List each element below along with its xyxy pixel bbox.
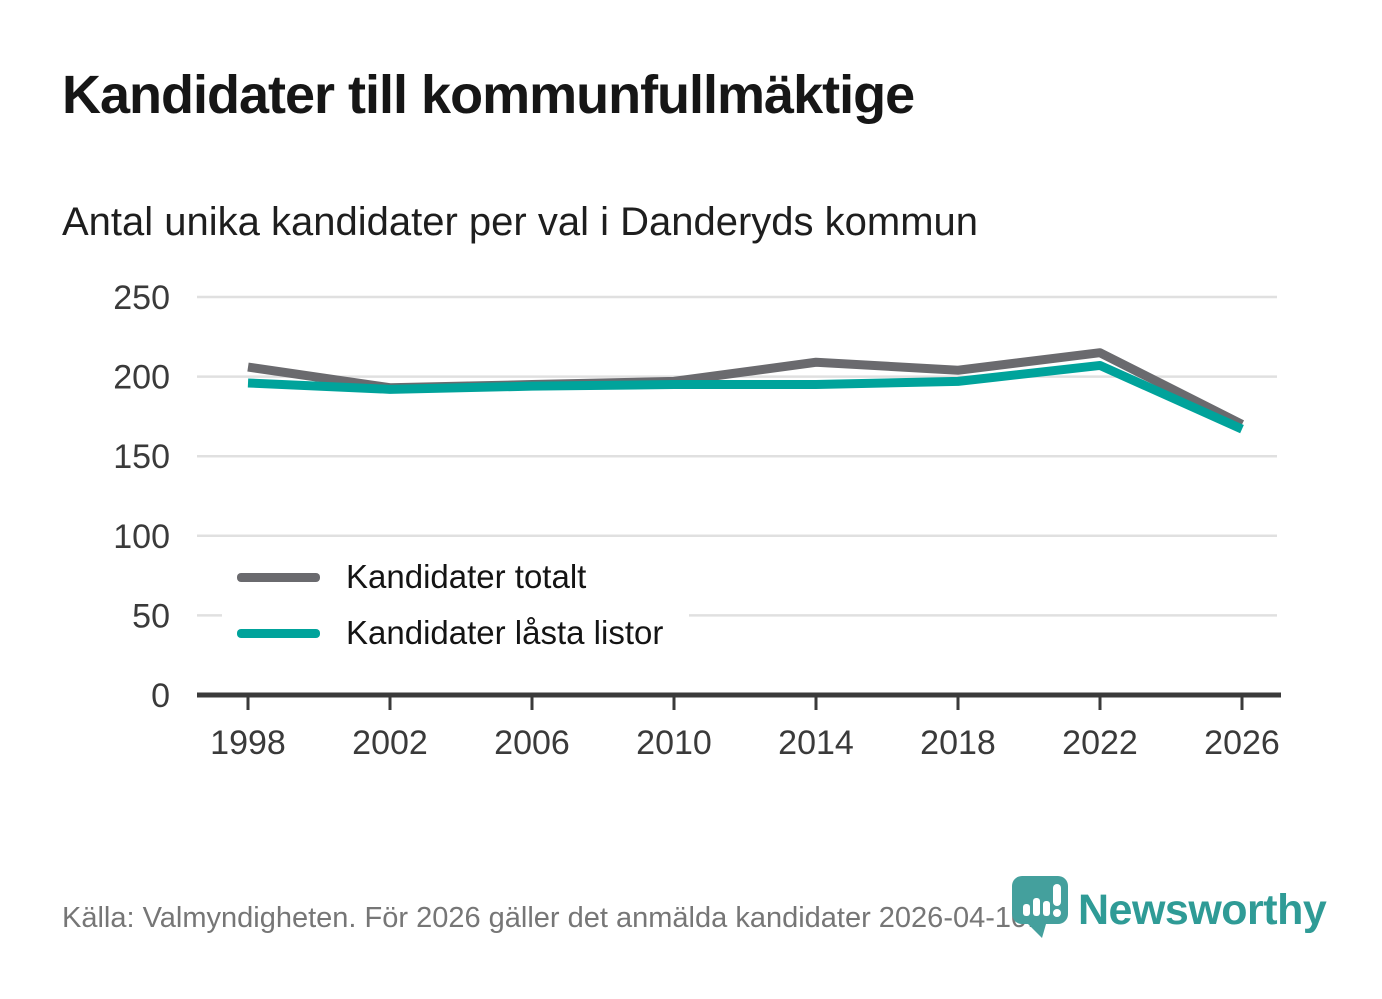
series-line-lasta-listor xyxy=(247,360,1244,434)
source-note: Källa: Valmyndigheten. För 2026 gäller d… xyxy=(62,902,1036,934)
y-axis-label-50: 50 xyxy=(132,597,170,635)
x-axis-label-2026: 2026 xyxy=(1204,724,1280,762)
y-axis-label-250: 250 xyxy=(113,279,170,317)
newsworthy-bubble-icon xyxy=(1012,876,1068,938)
y-axis-label-150: 150 xyxy=(113,438,170,476)
legend-item-lasta-listor: Kandidater låsta listor xyxy=(237,610,663,656)
chart-subtitle: Antal unika kandidater per val i Dandery… xyxy=(62,200,979,244)
x-axis-label-2006: 2006 xyxy=(494,724,570,762)
legend-label-totalt: Kandidater totalt xyxy=(346,558,587,595)
newsworthy-logo: Newsworthy xyxy=(1010,872,1330,942)
legend-swatch-gray xyxy=(237,572,320,582)
y-axis-label-200: 200 xyxy=(113,359,170,397)
chart-title: Kandidater till kommunfullmäktige xyxy=(62,65,915,125)
y-axis-label-0: 0 xyxy=(151,677,170,715)
x-axis-label-2022: 2022 xyxy=(1062,724,1138,762)
x-axis-label-2014: 2014 xyxy=(778,724,854,762)
x-axis-label-2010: 2010 xyxy=(636,724,712,762)
x-axis-label-2018: 2018 xyxy=(920,724,996,762)
legend-item-totalt: Kandidater totalt xyxy=(237,554,663,600)
x-axis-label-2002: 2002 xyxy=(352,724,428,762)
y-axis-label-100: 100 xyxy=(113,518,170,556)
chart-legend: Kandidater totalt Kandidater låsta listo… xyxy=(222,546,690,666)
newsworthy-wordmark: Newsworthy xyxy=(1078,886,1327,934)
x-axis-label-1998: 1998 xyxy=(210,724,286,762)
legend-label-lasta-listor: Kandidater låsta listor xyxy=(346,614,664,651)
legend-swatch-teal xyxy=(237,628,320,638)
